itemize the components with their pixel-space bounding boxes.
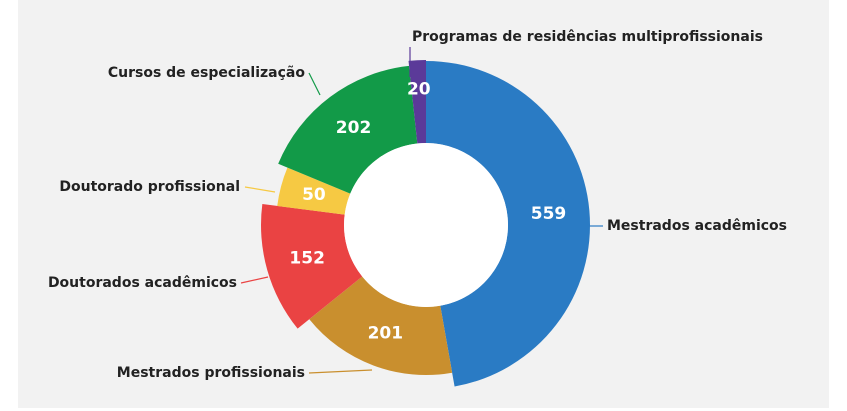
leader-line — [308, 369, 373, 374]
value-label: 20 — [407, 80, 431, 100]
category-label: Mestrados profissionais — [117, 365, 305, 381]
leader-line — [240, 276, 269, 284]
category-label: Doutorado profissional — [59, 179, 240, 195]
value-label: 559 — [531, 204, 567, 224]
category-label: Programas de residências multiprofission… — [412, 29, 763, 45]
slice — [278, 65, 418, 194]
slice — [426, 61, 590, 387]
category-label: Mestrados acadêmicos — [607, 218, 787, 234]
value-label: 50 — [302, 185, 326, 205]
value-label: 201 — [368, 324, 404, 344]
slice — [309, 276, 453, 375]
value-label: 152 — [289, 249, 325, 269]
leader-line — [244, 186, 276, 193]
category-label: Cursos de especialização — [108, 65, 306, 81]
slice — [277, 167, 351, 215]
slice — [408, 60, 426, 144]
value-label: 202 — [336, 118, 372, 138]
leader-line — [308, 72, 321, 96]
donut-hole — [344, 143, 508, 307]
category-label: Doutorados acadêmicos — [48, 275, 237, 291]
slice — [261, 204, 363, 329]
